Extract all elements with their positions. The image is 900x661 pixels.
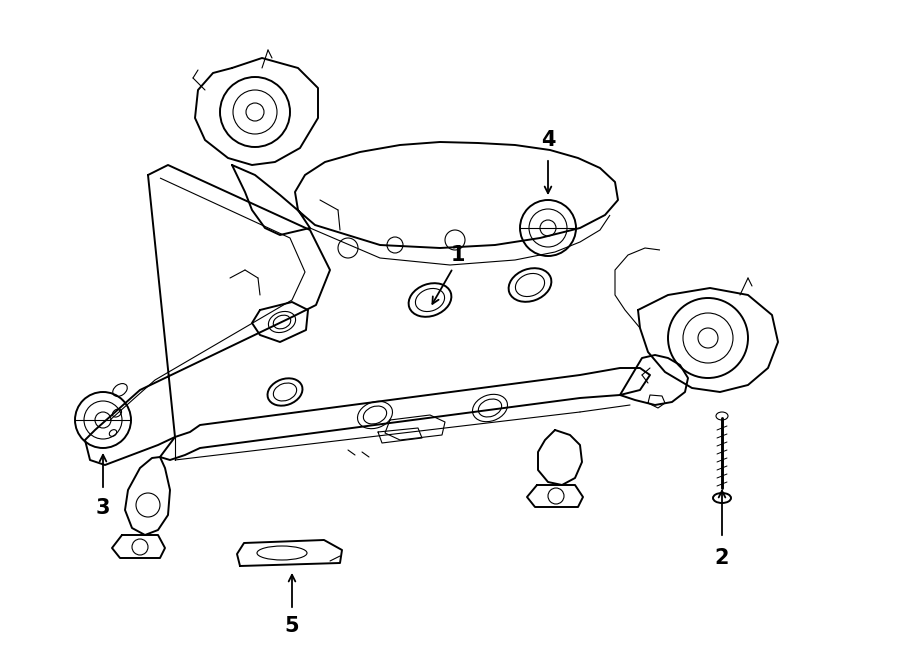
Text: 1: 1 — [451, 245, 465, 265]
Text: 4: 4 — [541, 130, 555, 150]
Text: 5: 5 — [284, 616, 300, 636]
Text: 3: 3 — [95, 498, 110, 518]
Text: 2: 2 — [715, 548, 729, 568]
